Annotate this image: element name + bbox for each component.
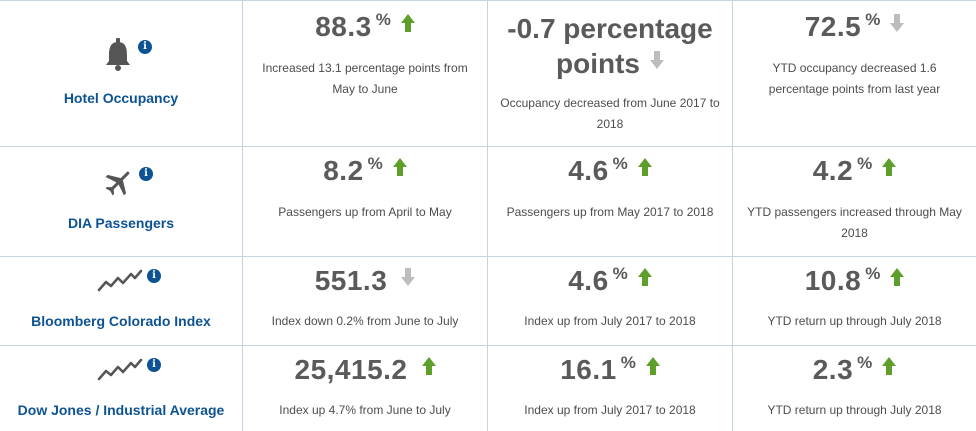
metric-value: 2.3% [733, 353, 976, 386]
metric-description: Index up from July 2017 to 2018 [524, 403, 696, 417]
row-header: i Dow Jones / Industrial Average [0, 346, 243, 431]
metric-value: 25,415.2 [243, 354, 487, 386]
info-icon[interactable]: i [139, 167, 153, 181]
metric-cell: 88.3% Increased 13.1 percentage points f… [243, 1, 488, 146]
metric-description: Passengers up from May 2017 to 2018 [506, 205, 714, 219]
row-label: Bloomberg Colorado Index [31, 313, 211, 329]
metric-value: 10.8% [733, 264, 976, 297]
metric-description: Index up from July 2017 to 2018 [524, 314, 696, 328]
arrow-up-icon [637, 158, 652, 181]
metric-description: YTD occupancy decreased 1.6 percentage p… [768, 61, 941, 96]
metric-cell: -0.7 percentage points Occupancy decreas… [488, 1, 733, 146]
metric-cell: 2.3% YTD return up through July 2018 [733, 346, 976, 431]
arrow-up-icon [645, 357, 660, 380]
arrow-up-icon [637, 268, 652, 291]
metric-description: YTD return up through July 2018 [767, 403, 942, 417]
metric-cell: 16.1% Index up from July 2017 to 2018 [488, 346, 733, 431]
table-row: i Dow Jones / Industrial Average 25,415.… [0, 346, 976, 431]
airplane-icon [104, 167, 134, 202]
metric-cell: 25,415.2 Index up 4.7% from June to July [243, 346, 488, 431]
metric-value: 88.3% [243, 10, 487, 43]
table-row: i DIA Passengers 8.2% Passengers up from… [0, 147, 976, 257]
metric-description: Index up 4.7% from June to July [279, 403, 451, 417]
trend-line-icon [97, 269, 143, 298]
metric-cell: 4.6% Index up from July 2017 to 2018 [488, 257, 733, 345]
row-header: i Bloomberg Colorado Index [0, 257, 243, 345]
row-header: i DIA Passengers [0, 147, 243, 256]
arrow-up-icon [882, 158, 897, 181]
row-header: i Hotel Occupancy [0, 1, 243, 146]
info-icon[interactable]: i [147, 269, 161, 283]
arrow-down-icon [650, 42, 664, 77]
metric-cell: 72.5% YTD occupancy decreased 1.6 percen… [733, 1, 976, 146]
info-icon[interactable]: i [147, 358, 161, 372]
metric-value: 16.1% [488, 353, 732, 386]
table-row: i Bloomberg Colorado Index 551.3 Index d… [0, 257, 976, 346]
bell-icon [103, 37, 133, 76]
trend-line-icon [97, 358, 143, 387]
arrow-up-icon [421, 357, 436, 380]
metric-cell: 4.2% YTD passengers increased through Ma… [733, 147, 976, 256]
metric-value: 4.6% [488, 264, 732, 297]
arrow-up-icon [890, 268, 905, 291]
metric-cell: 551.3 Index down 0.2% from June to July [243, 257, 488, 345]
info-icon[interactable]: i [138, 40, 152, 54]
arrow-down-icon [401, 268, 416, 291]
metric-value-line2: points [488, 46, 732, 83]
arrow-up-icon [392, 158, 407, 181]
metric-value: 551.3 [243, 265, 487, 297]
metric-value: 4.2% [733, 154, 976, 187]
metric-cell: 4.6% Passengers up from May 2017 to 2018 [488, 147, 733, 256]
row-label: DIA Passengers [67, 215, 175, 231]
metric-description: YTD passengers increased through May 201… [747, 205, 962, 240]
metric-cell: 8.2% Passengers up from April to May [243, 147, 488, 256]
arrow-up-icon [882, 357, 897, 380]
metric-description: Passengers up from April to May [278, 205, 452, 219]
metric-description: Index down 0.2% from June to July [271, 314, 459, 328]
metric-value: 72.5% [733, 10, 976, 43]
metric-value: 8.2% [243, 154, 487, 187]
metric-value-line1: -0.7 percentage [507, 13, 713, 44]
row-label: Hotel Occupancy [63, 90, 179, 106]
arrow-up-icon [400, 14, 415, 37]
metric-description: Occupancy decreased from June 2017 to 20… [500, 96, 720, 131]
row-label: Dow Jones / Industrial Average [17, 402, 225, 418]
table-row: i Hotel Occupancy 88.3% Increased 13.1 p… [0, 0, 976, 147]
metric-description: YTD return up through July 2018 [767, 314, 942, 328]
metric-cell: 10.8% YTD return up through July 2018 [733, 257, 976, 345]
arrow-down-icon [890, 14, 905, 37]
metric-description: Increased 13.1 percentage points from Ma… [262, 61, 468, 96]
metric-value: 4.6% [488, 154, 732, 187]
